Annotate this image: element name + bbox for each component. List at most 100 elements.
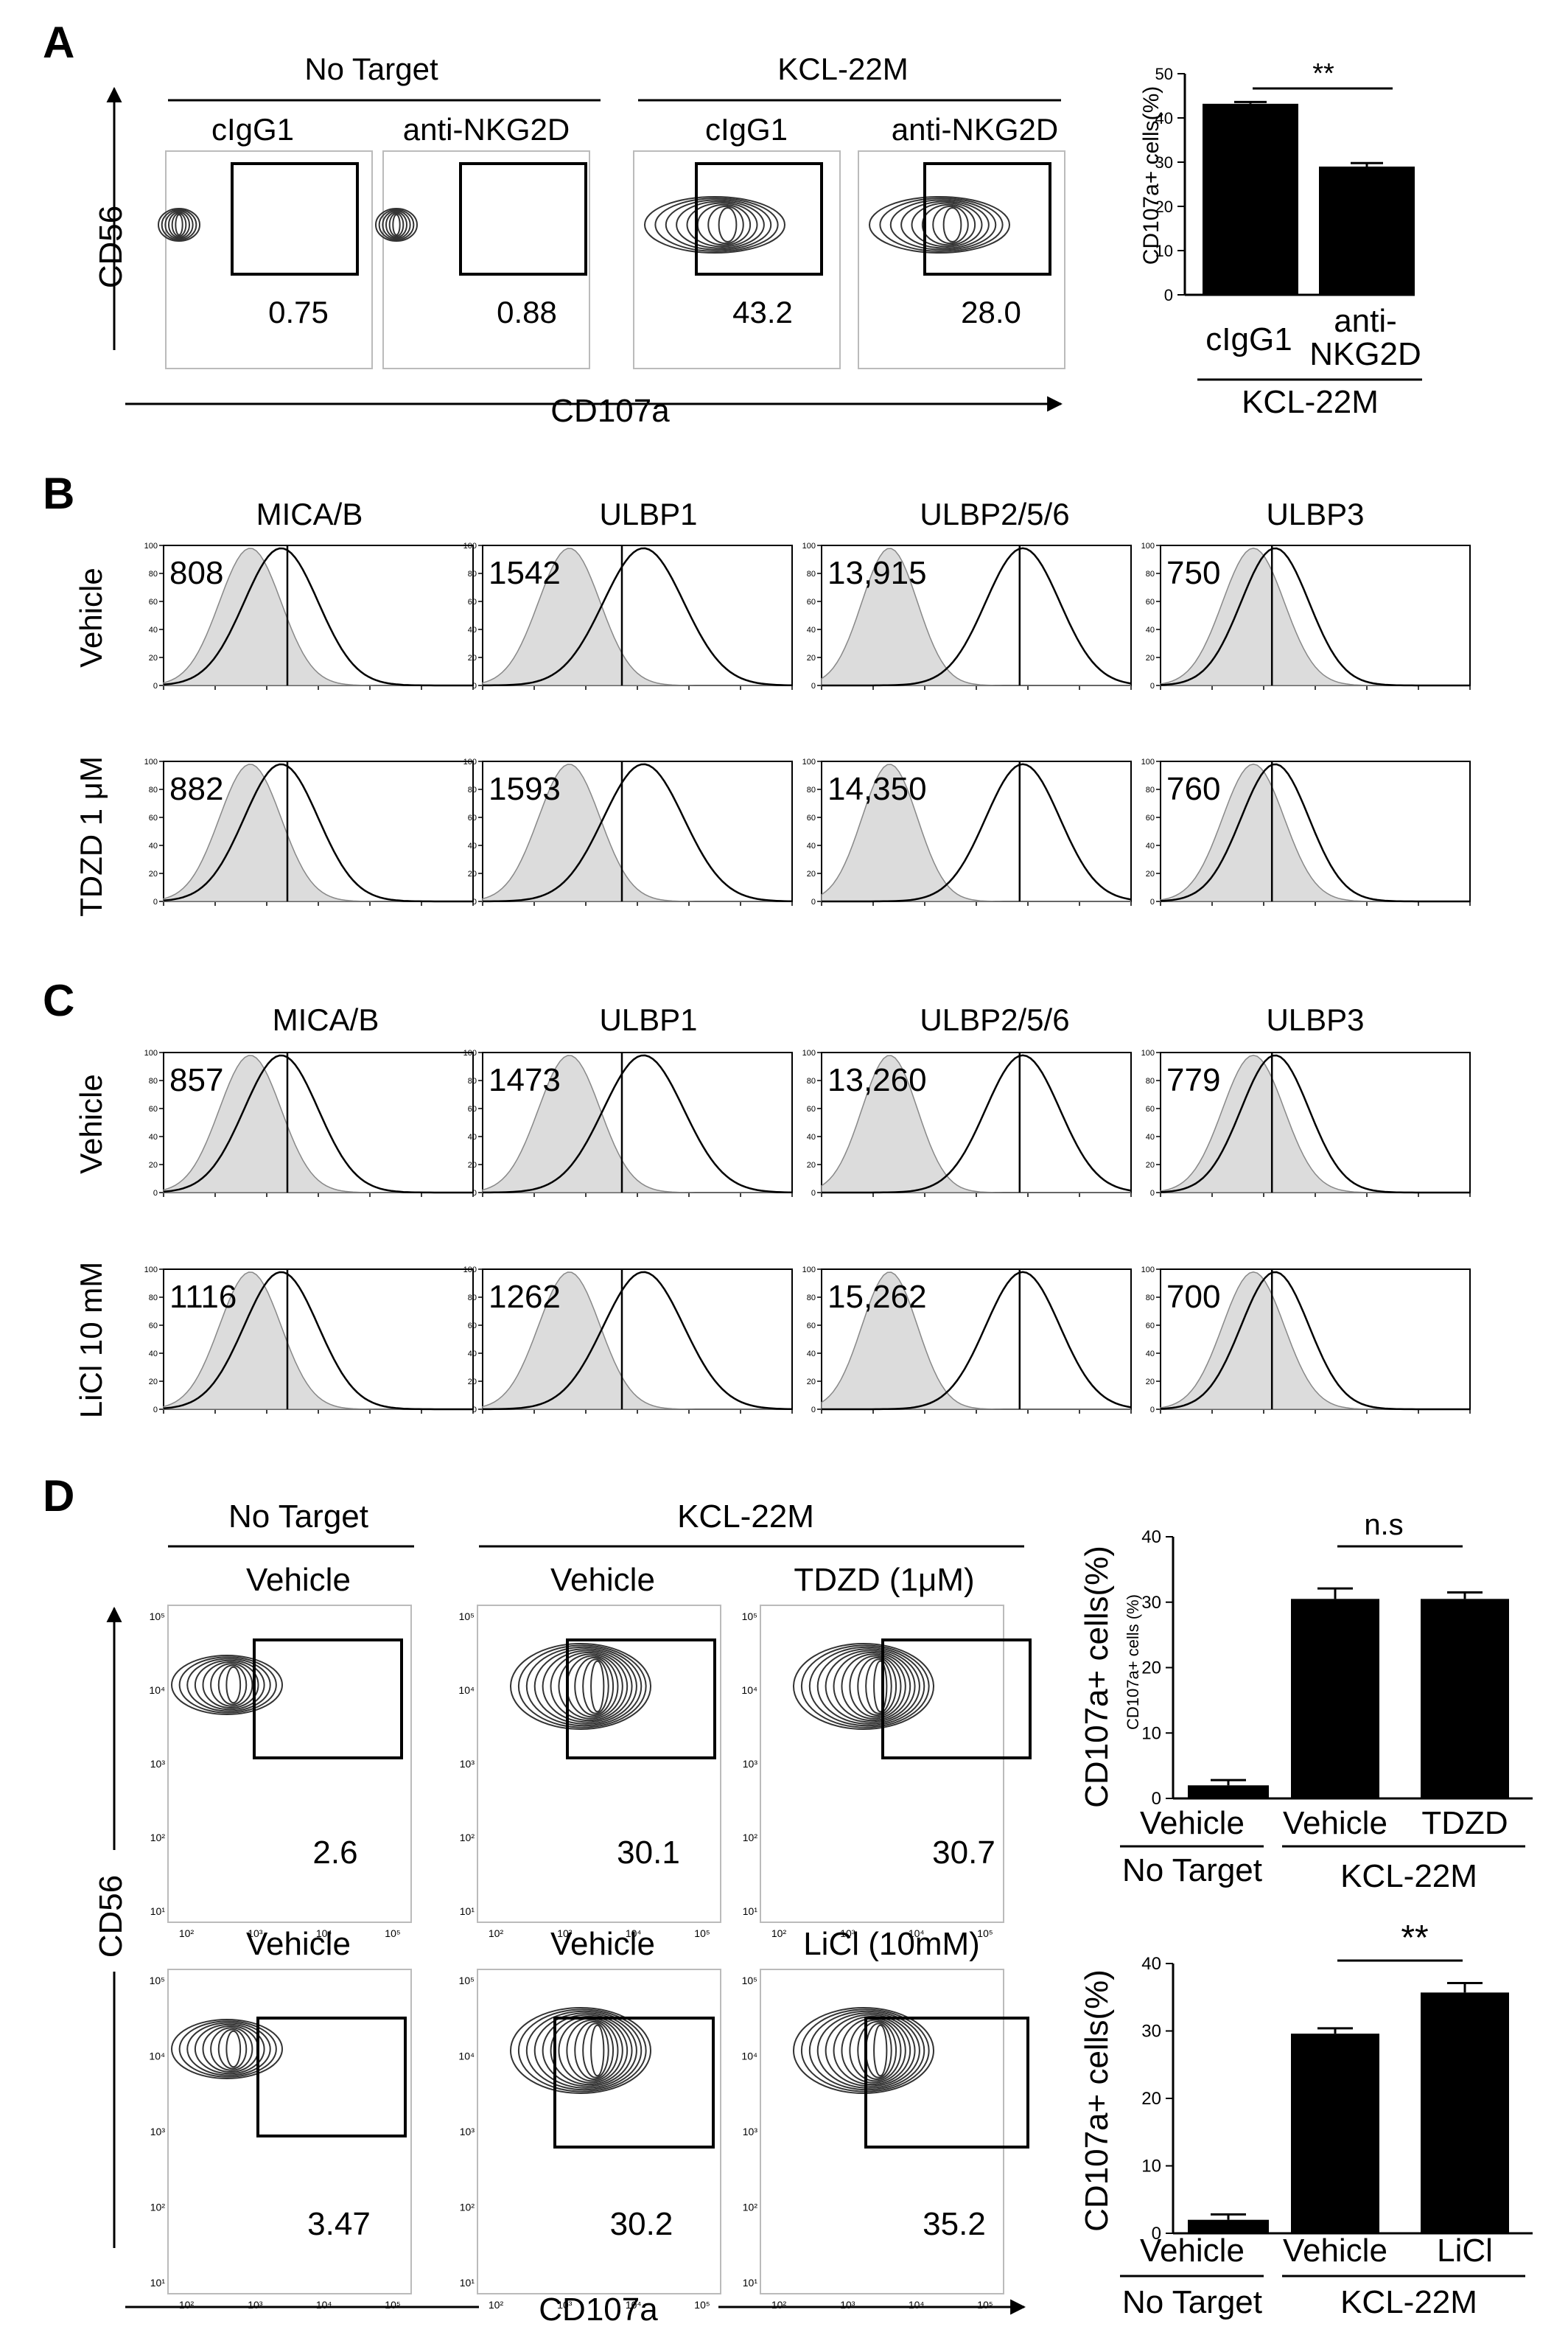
d-row1-label-2: Vehicle xyxy=(550,1562,655,1598)
d-contour xyxy=(800,1644,930,1728)
hist-ytick-label: 40 xyxy=(149,842,158,851)
d-bar2-ytick-label: 10 xyxy=(1141,2157,1161,2177)
d-contour xyxy=(816,1648,920,1725)
d-contour xyxy=(590,1660,605,1713)
d-bar1-bar-1 xyxy=(1188,1785,1269,1798)
b-marker-2: ULBP1 xyxy=(599,497,697,531)
d-bar1-ytick-label: 30 xyxy=(1141,1593,1161,1613)
d-row2-label-3: LiCl (10mM) xyxy=(803,1926,980,1962)
hist-stained xyxy=(163,1054,473,1194)
a-col-label-2: anti-NKG2D xyxy=(403,112,570,147)
d-plot-ytick: 10¹ xyxy=(460,2277,475,2289)
hist-ytick-label: 80 xyxy=(1146,570,1155,579)
hist-mfi-value: 857 xyxy=(169,1062,223,1098)
d-plot-frame xyxy=(167,1605,412,1923)
d-contour xyxy=(217,1664,248,1706)
d-bar2-ytick-label: 30 xyxy=(1141,2022,1161,2042)
a-contour xyxy=(869,196,1010,254)
d-plot-ytick: 10⁵ xyxy=(150,1610,165,1622)
d-contour xyxy=(833,1651,911,1722)
d-contour xyxy=(525,1646,643,1727)
d-contour xyxy=(186,1658,271,1712)
d-row2-label-2: Vehicle xyxy=(550,1926,655,1962)
hist-ytick-label: 20 xyxy=(807,1161,816,1170)
b-row-label-2: TDZD 1 μM xyxy=(74,756,108,917)
d-contour xyxy=(186,2022,271,2076)
a-plot-frame xyxy=(165,150,373,369)
d-contour xyxy=(517,1644,647,1728)
d-plot-ytick: 10⁴ xyxy=(149,1684,165,1696)
a-contour xyxy=(385,211,407,239)
hist-ytick-label: 60 xyxy=(149,1322,158,1330)
hist-ytick-label: 0 xyxy=(153,898,158,907)
d-gate-box xyxy=(256,2017,407,2137)
a-bar-cat2-l1: anti- xyxy=(1334,303,1397,339)
hist-stained xyxy=(1160,1271,1470,1411)
d-plot-xtick: 10⁴ xyxy=(316,1927,332,1939)
a-contour xyxy=(911,202,983,248)
d-contour xyxy=(225,2030,242,2068)
d-plot-ytick: 10¹ xyxy=(150,1905,166,1917)
hist-ytick-label: 20 xyxy=(468,654,477,663)
d-bar1-cat3: TDZD xyxy=(1421,1805,1508,1841)
hist-ytick-label: 60 xyxy=(807,598,816,607)
hist-mfi-value: 1473 xyxy=(489,1062,561,1098)
hist-stained xyxy=(483,1054,793,1194)
d-contour xyxy=(510,2007,651,2094)
hist-ytick-label: 0 xyxy=(811,1189,816,1198)
d-plot-xtick: 10⁵ xyxy=(977,1927,993,1939)
hist-ytick-label: 60 xyxy=(807,814,816,823)
hist-ytick-label: 100 xyxy=(144,1266,158,1274)
d-bar1-sig: n.s xyxy=(1364,1509,1403,1541)
hist-ytick-label: 80 xyxy=(1146,786,1155,795)
a-x-axis-label: CD107a xyxy=(550,393,670,429)
a-contour xyxy=(654,198,779,252)
a-bar-ytick-label: 40 xyxy=(1155,109,1173,128)
c-histograms: 100 80 60 40 20 0 857 100 80 60 40 20 0 1473 100 80 60 40… xyxy=(144,1049,1471,1414)
d-plot-ytick: 10⁵ xyxy=(459,1610,475,1622)
a-bar-ylabel: CD107a+ cells(%) xyxy=(1139,86,1163,265)
b-hist-r2-c3: 100 80 60 40 20 0 14,350 xyxy=(802,758,1132,907)
hist-ytick-label: 80 xyxy=(468,1077,477,1086)
hist-ytick-label: 80 xyxy=(149,1294,158,1302)
d-contour xyxy=(865,1658,892,1714)
hist-mfi-value: 13,260 xyxy=(827,1062,927,1098)
a-plot-frame xyxy=(633,150,841,369)
d-bar1-group-2: KCL-22M xyxy=(1340,1858,1477,1894)
hist-ytick-label: 60 xyxy=(149,814,158,823)
a-gate-value: 28.0 xyxy=(961,295,1021,329)
d-plot-ytick: 10³ xyxy=(743,2126,758,2137)
d-plot-ytick: 10³ xyxy=(150,2126,166,2137)
hist-ytick-label: 80 xyxy=(468,570,477,579)
hist-ytick-label: 80 xyxy=(468,786,477,795)
a-gate-box xyxy=(695,162,823,276)
hist-ytick-label: 40 xyxy=(468,626,477,635)
d-plot-xtick: 10⁴ xyxy=(909,1927,925,1939)
d-gate-box xyxy=(881,1638,1032,1759)
a-contour xyxy=(175,214,183,236)
d-contour xyxy=(582,1658,609,1714)
d-bar1-ytick-label: 0 xyxy=(1152,1789,1161,1809)
hist-ytick-label: 20 xyxy=(149,870,158,879)
hist-ytick-label: 80 xyxy=(149,1077,158,1086)
d-plot-ytick: 10² xyxy=(460,2202,475,2213)
d-plot-xtick: 10⁴ xyxy=(626,1927,642,1939)
a-contour xyxy=(921,203,976,246)
d-plot-ytick: 10² xyxy=(150,2202,166,2213)
a-contour xyxy=(644,196,785,254)
c-hist-r1-c4: 100 80 60 40 20 0 779 xyxy=(1141,1049,1471,1198)
a-contour xyxy=(942,206,962,243)
c-marker-3: ULBP2/5/6 xyxy=(920,1002,1069,1037)
hist-ytick-label: 60 xyxy=(468,1322,477,1330)
d-contour xyxy=(849,2019,902,2082)
a-group-kcl: KCL-22M xyxy=(777,52,908,86)
hist-mfi-value: 808 xyxy=(169,555,223,591)
d-gate-box xyxy=(553,2017,715,2149)
hist-ytick-label: 80 xyxy=(1146,1077,1155,1086)
hist-ytick-label: 40 xyxy=(468,1133,477,1142)
hist-ytick-label: 0 xyxy=(1150,1406,1155,1414)
d-plot-xtick: 10² xyxy=(179,1927,195,1939)
d-plot-ytick: 10¹ xyxy=(743,1905,758,1917)
d-contour xyxy=(574,2020,615,2081)
a-contour xyxy=(171,212,187,237)
